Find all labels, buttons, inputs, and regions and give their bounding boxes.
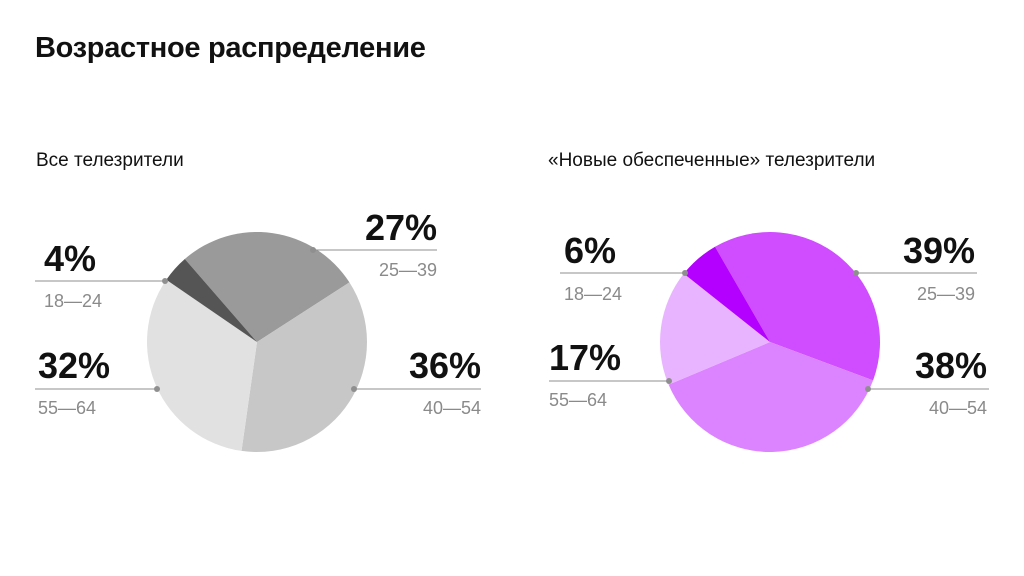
pie-chart-new-affluent-viewers: 39% 25—39 38% 40—54 17% 55—64 6% 18—24 [549,230,989,452]
data-label-18-24: 4% [44,238,96,279]
callout-dot-18-24 [682,270,688,276]
data-label-25-39: 27% [365,207,437,248]
data-label-40-54: 36% [409,345,481,386]
category-label-55-64: 55—64 [549,390,607,410]
data-label-55-64: 32% [38,345,110,386]
category-label-25-39: 25—39 [379,260,437,280]
callout-dot-18-24 [162,278,168,284]
data-label-40-54: 38% [915,345,987,386]
category-label-40-54: 40—54 [929,398,987,418]
pie-slice-40-54 [241,282,368,453]
callout-dot-25-39 [310,247,316,253]
data-label-55-64: 17% [549,337,621,378]
callout-dot-40-54 [351,386,357,392]
pie-slice-55-64 [660,273,770,385]
chart-title-new-affluent-viewers: «Новые обеспеченные» телезрители [548,150,876,171]
callout-dot-25-39 [853,270,859,276]
callout-dot-40-54 [865,386,871,392]
pie-slice-25-39 [715,232,880,381]
data-label-25-39: 39% [903,230,975,271]
category-label-55-64: 55—64 [38,398,96,418]
callout-dot-55-64 [666,378,672,384]
pie-chart-all-viewers: 27% 25—39 36% 40—54 32% 55—64 4% 18—24 [35,207,481,453]
pie-slice-18-24 [683,246,770,342]
data-label-18-24: 6% [564,230,616,271]
page-title: Возрастное распределение [35,32,426,64]
category-label-40-54: 40—54 [423,398,481,418]
category-label-18-24: 18—24 [44,291,102,311]
category-label-25-39: 25—39 [917,284,975,304]
pie-slice-55-64 [147,279,257,451]
pie-slice-40-54 [668,342,874,452]
callout-dot-55-64 [154,386,160,392]
pie-slice-18-24 [166,258,257,342]
category-label-18-24: 18—24 [564,284,622,304]
chart-title-all-viewers: Все телезрители [36,150,184,171]
pie-slice-25-39 [184,231,350,342]
